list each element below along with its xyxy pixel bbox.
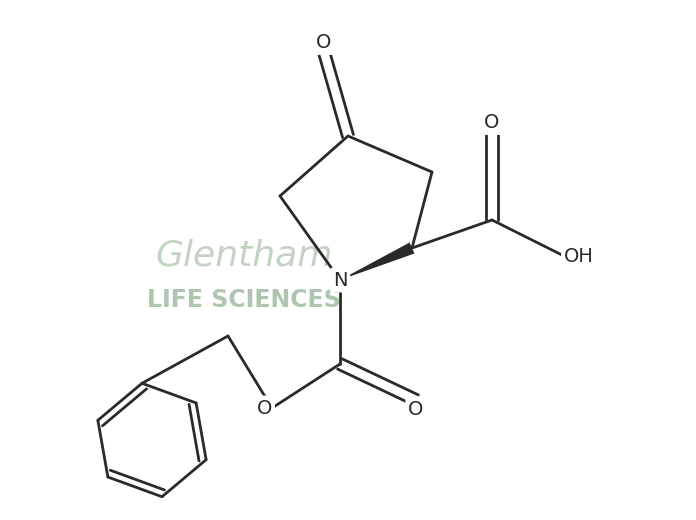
Text: Glentham: Glentham <box>155 239 333 273</box>
Text: O: O <box>409 400 424 419</box>
Text: OH: OH <box>564 246 594 266</box>
Polygon shape <box>340 242 414 280</box>
Text: O: O <box>316 33 332 52</box>
Text: O: O <box>484 113 500 132</box>
Text: O: O <box>257 398 272 418</box>
Text: N: N <box>333 270 347 290</box>
Text: LIFE SCIENCES: LIFE SCIENCES <box>147 288 341 312</box>
